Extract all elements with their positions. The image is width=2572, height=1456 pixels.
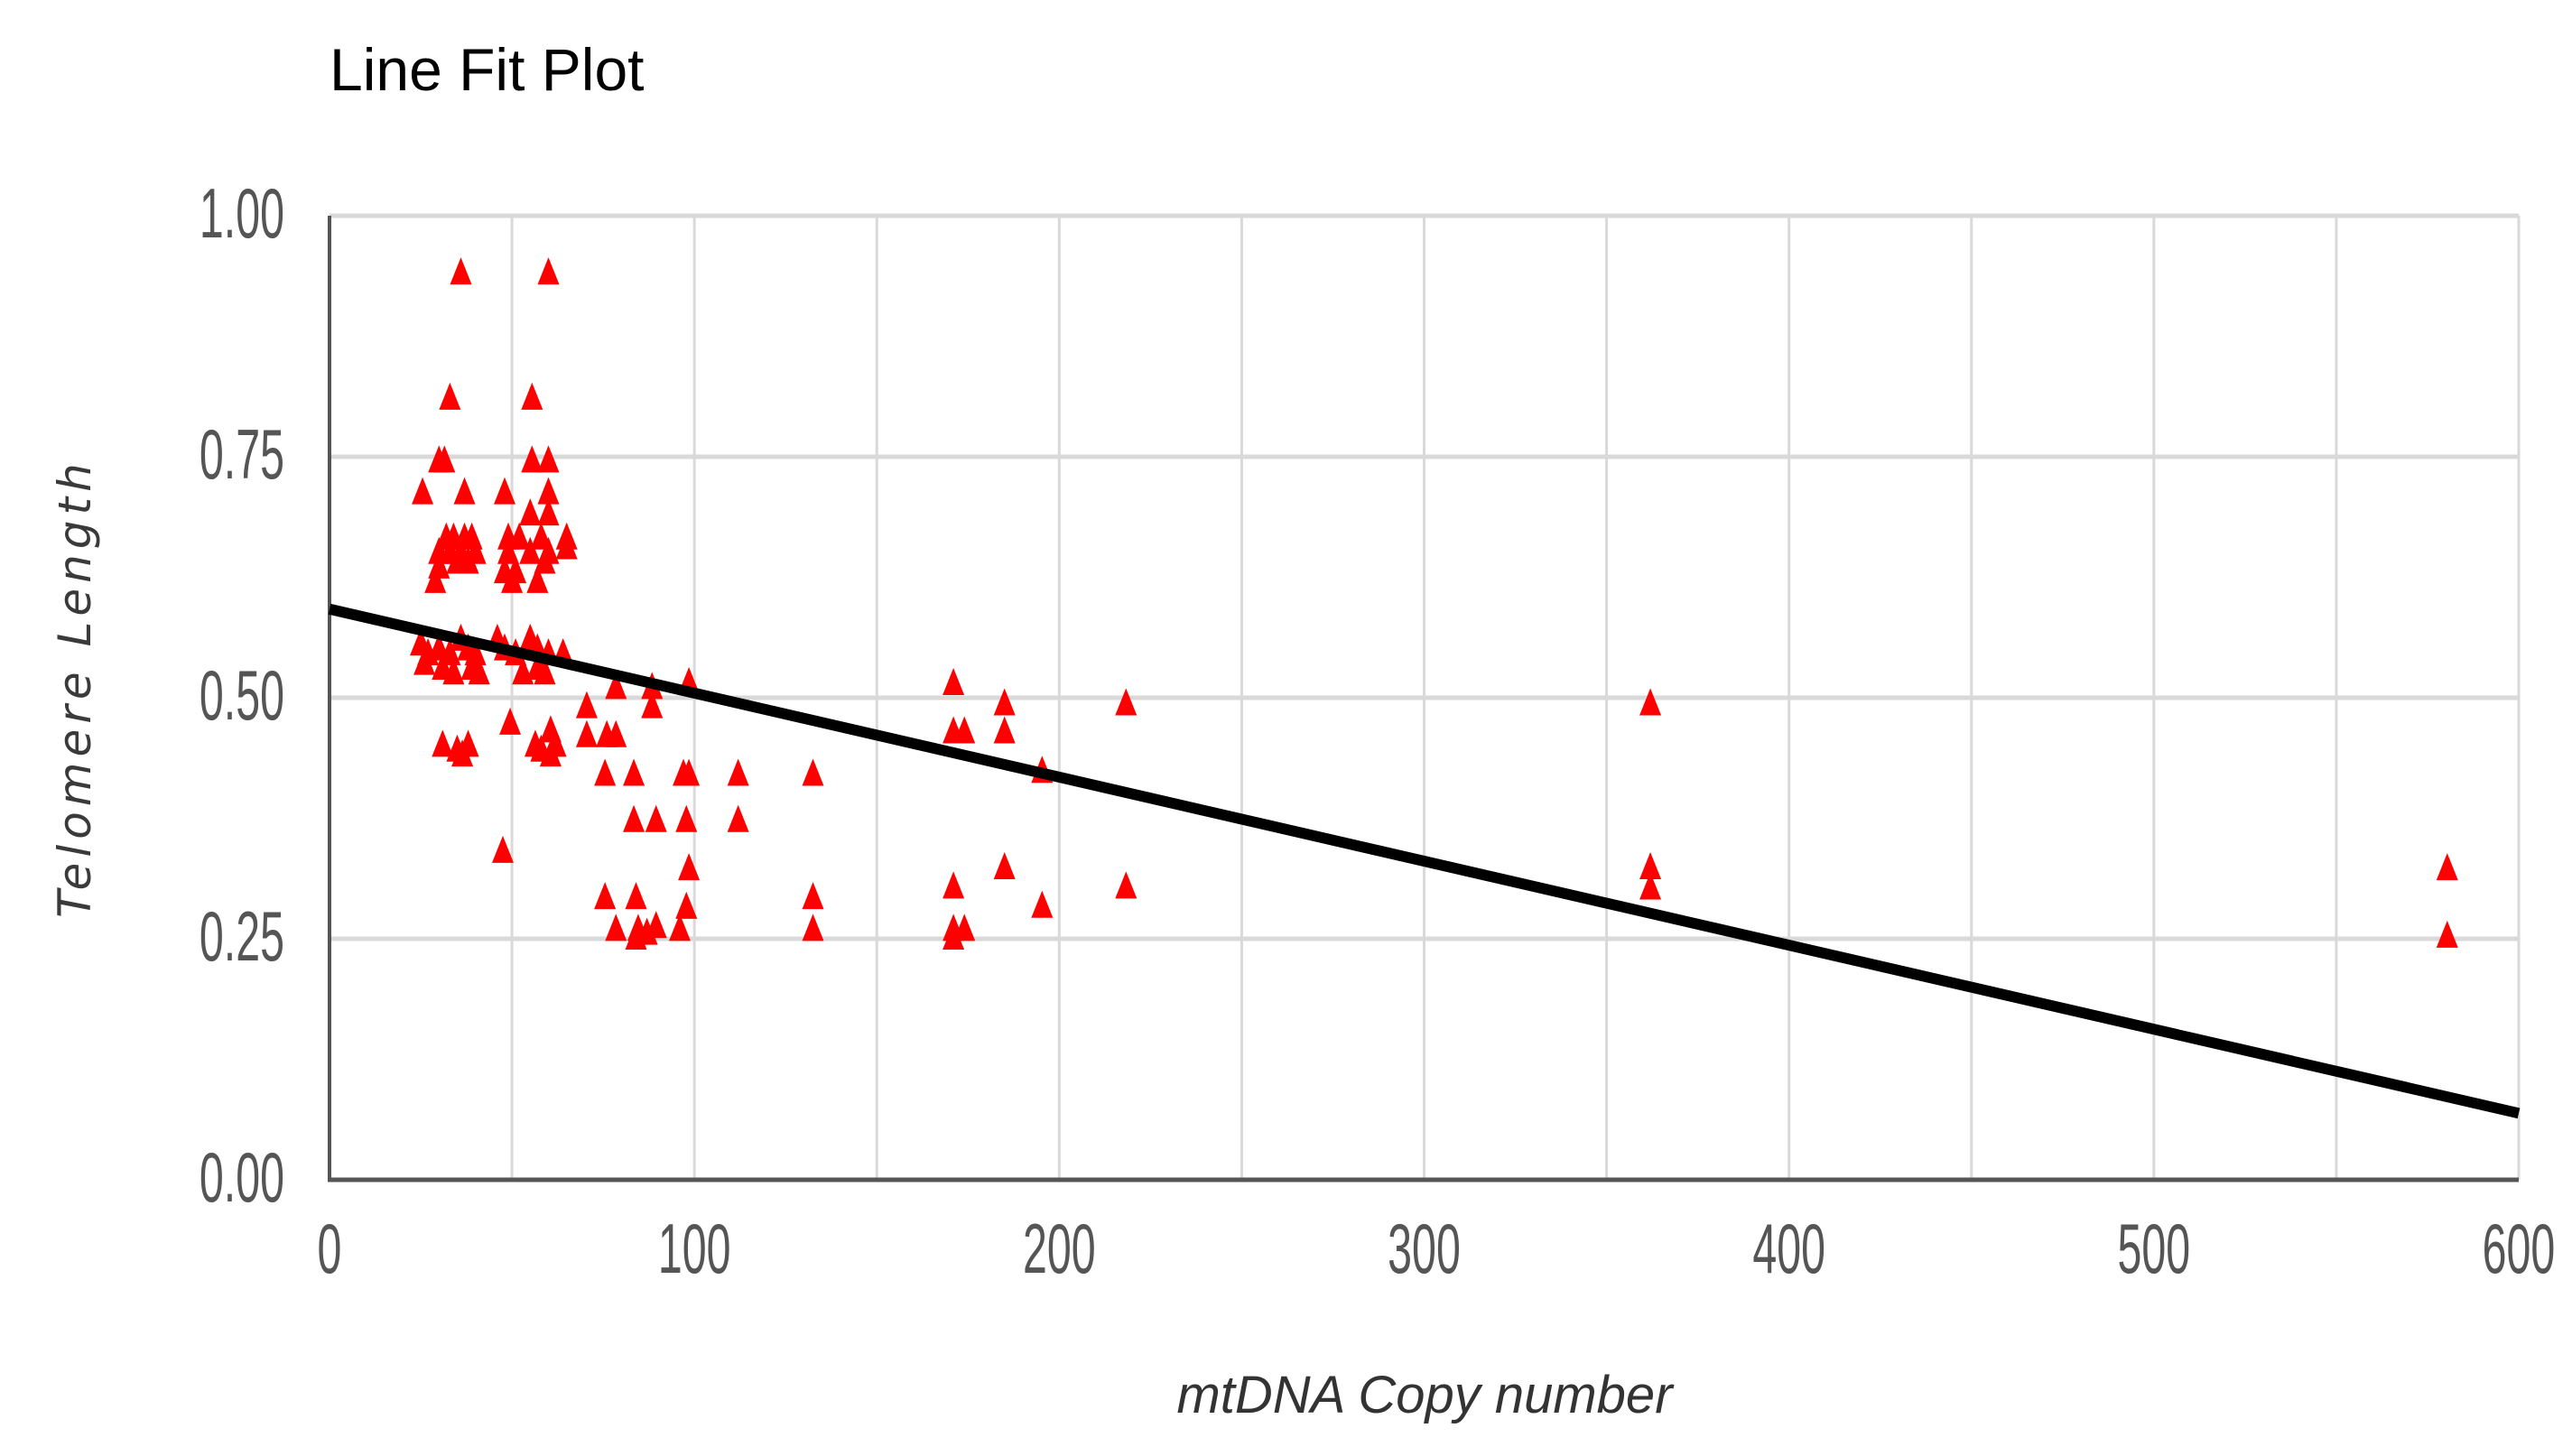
triangle-marker — [521, 445, 543, 473]
triangle-marker — [802, 913, 824, 941]
triangle-marker — [625, 882, 647, 910]
x-tick-label: 200 — [1023, 1210, 1096, 1287]
triangle-marker — [519, 498, 542, 526]
triangle-marker — [424, 565, 447, 593]
triangle-marker — [675, 804, 698, 832]
y-tick-label: 0.75 — [200, 415, 284, 493]
triangle-marker — [497, 536, 520, 564]
triangle-marker — [993, 688, 1016, 716]
triangle-marker — [942, 668, 965, 696]
tick-labels: 0 100 200 300 400 500 600 0.00 0.25 0.50 0.75 1.00 — [200, 174, 2555, 1287]
triangle-marker — [1639, 852, 1662, 880]
triangle-marker — [1639, 688, 1662, 716]
triangle-marker — [802, 758, 824, 786]
triangle-marker — [669, 913, 691, 941]
triangle-marker — [727, 804, 749, 832]
triangle-marker — [678, 758, 701, 786]
triangle-marker — [519, 536, 542, 564]
triangle-marker — [457, 546, 479, 574]
x-tick-label: 600 — [2483, 1210, 2556, 1287]
triangle-marker — [605, 719, 627, 747]
triangle-marker — [2436, 920, 2458, 948]
triangle-marker — [678, 853, 701, 881]
triangle-marker — [413, 647, 436, 675]
x-axis-title: mtDNA Copy number — [1176, 1366, 1675, 1424]
triangle-marker — [501, 565, 524, 593]
triangle-marker — [442, 657, 465, 685]
triangle-marker — [499, 707, 522, 735]
triangle-marker — [953, 716, 976, 744]
triangle-marker — [623, 758, 645, 786]
triangle-marker — [534, 657, 556, 685]
triangle-marker — [942, 923, 965, 950]
axes — [328, 216, 2519, 1182]
triangle-marker — [623, 804, 645, 832]
y-tick-label: 0.00 — [200, 1138, 284, 1216]
triangle-marker — [432, 729, 454, 757]
triangle-marker — [802, 882, 824, 910]
triangle-marker — [993, 852, 1016, 880]
triangle-marker — [450, 257, 472, 285]
triangle-marker — [993, 716, 1016, 744]
y-tick-label: 0.25 — [200, 897, 284, 975]
triangle-marker — [1031, 890, 1054, 918]
triangle-marker — [1115, 871, 1137, 899]
x-tick-label: 100 — [658, 1210, 731, 1287]
triangle-marker — [645, 804, 667, 832]
x-tick-label: 400 — [1752, 1210, 1825, 1287]
chart-title: Line Fit Plot — [330, 36, 645, 103]
triangle-marker — [555, 532, 578, 560]
triangle-marker — [457, 729, 479, 757]
x-tick-label: 300 — [1388, 1210, 1461, 1287]
triangle-marker — [537, 477, 560, 505]
triangle-marker — [433, 445, 456, 473]
triangle-marker — [641, 691, 664, 719]
triangle-marker — [544, 729, 567, 757]
y-tick-label: 0.50 — [200, 656, 284, 734]
triangle-marker — [439, 382, 461, 410]
triangle-marker — [605, 913, 627, 941]
triangle-marker — [594, 882, 617, 910]
fit-line — [328, 603, 2521, 1119]
triangle-marker — [534, 546, 556, 574]
scatter-points — [410, 257, 2458, 950]
triangle-marker — [537, 445, 560, 473]
triangle-marker — [953, 913, 976, 941]
x-tick-label: 0 — [318, 1210, 342, 1287]
triangle-marker — [675, 891, 698, 919]
triangle-marker — [1115, 688, 1137, 716]
triangle-marker — [453, 477, 476, 505]
triangle-marker — [2436, 853, 2458, 881]
triangle-marker — [537, 257, 560, 285]
triangle-marker — [468, 657, 490, 685]
triangle-marker — [575, 719, 598, 747]
triangle-marker — [491, 835, 514, 863]
y-tick-label: 1.00 — [200, 174, 284, 252]
triangle-marker — [508, 522, 531, 550]
triangle-marker — [605, 672, 627, 700]
triangle-marker — [412, 477, 434, 505]
x-tick-label: 500 — [2117, 1210, 2190, 1287]
triangle-marker — [526, 565, 549, 593]
y-axis-title: Telomere Length — [49, 458, 101, 918]
triangle-marker — [575, 691, 598, 719]
triangle-marker — [1639, 872, 1662, 900]
triangle-marker — [494, 477, 515, 505]
triangle-marker — [625, 923, 647, 950]
triangle-marker — [537, 498, 560, 526]
triangle-marker — [645, 911, 667, 939]
triangle-marker — [594, 758, 617, 786]
triangle-marker — [942, 871, 965, 899]
regression-line — [328, 603, 2521, 1119]
triangle-marker — [727, 758, 749, 786]
triangle-marker — [521, 382, 543, 410]
